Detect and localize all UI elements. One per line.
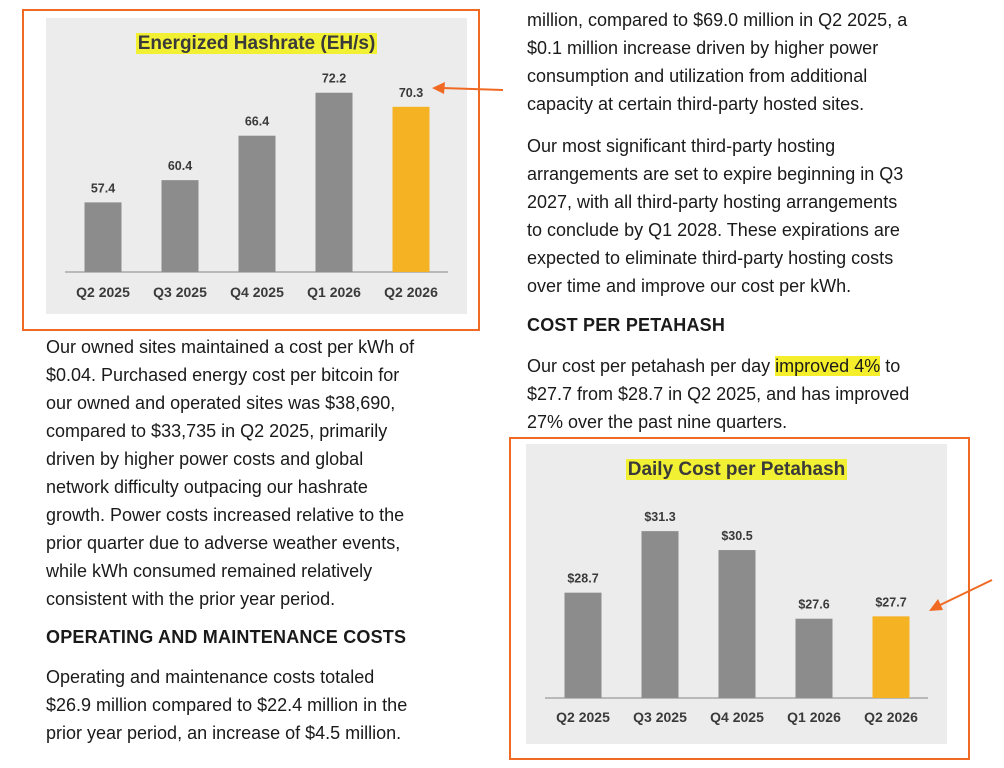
data-label: 72.2 xyxy=(322,72,346,86)
intro-paragraph: million, compared to $69.0 million in Q2… xyxy=(527,6,997,118)
bar xyxy=(84,202,122,272)
right-column: million, compared to $69.0 million in Q2… xyxy=(527,6,997,436)
hashrate-chart: 57.4 Q2 2025 60.4 Q3 2025 66.4 Q4 2025 72.2 Q1 … xyxy=(65,72,448,300)
category-label: Q1 2026 xyxy=(787,709,841,725)
cost-line: 27% over the past nine quarters. xyxy=(527,412,788,432)
cost-line-start: Our cost per petahash per day xyxy=(527,356,776,376)
data-label: 66.4 xyxy=(245,115,269,129)
petahash-chart: $28.7 Q2 2025 $31.3 Q3 2025 $30.5 Q4 2025 $27.… xyxy=(545,510,928,725)
left-column: Our owned sites maintained a cost per kW… xyxy=(46,333,486,747)
intro-line: capacity at certain third-party hosted s… xyxy=(527,94,865,114)
energy-line: network difficulty outpacing our hashrat… xyxy=(46,477,368,497)
data-label: $27.7 xyxy=(875,595,906,609)
bar xyxy=(641,531,679,698)
om-line: prior year period, an increase of $4.5 m… xyxy=(46,723,402,743)
energy-line: our owned and operated sites was $38,690… xyxy=(46,393,396,413)
bar xyxy=(238,135,276,272)
petahash-chart-title: Daily Cost per Petahash xyxy=(625,459,848,480)
category-label: Q3 2025 xyxy=(633,709,687,725)
category-label: Q2 2026 xyxy=(864,709,918,725)
category-label: Q4 2025 xyxy=(710,709,764,725)
category-label: Q4 2025 xyxy=(230,284,284,300)
improved-highlight: improved 4% xyxy=(775,356,881,376)
energy-line: driven by higher power costs and global xyxy=(46,449,364,469)
om-line: Operating and maintenance costs totaled xyxy=(46,667,375,687)
cost-line-end: to xyxy=(880,356,901,376)
bar xyxy=(564,592,602,698)
data-label: 70.3 xyxy=(399,86,423,100)
cost-paragraph: Our cost per petahash per day improved 4… xyxy=(527,352,997,436)
cost-line: $27.7 from $28.7 in Q2 2025, and has imp… xyxy=(527,384,910,404)
category-label: Q3 2025 xyxy=(153,284,207,300)
hosting-line: Our most significant third-party hosting xyxy=(527,136,836,156)
om-costs-heading: OPERATING AND MAINTENANCE COSTS xyxy=(46,627,407,647)
petahash-chart-panel: Daily Cost per Petahash $28.7 Q2 2025 $31.… xyxy=(526,444,947,744)
bar xyxy=(392,106,430,272)
bar xyxy=(718,550,756,698)
hashrate-chart-title: Energized Hashrate (EH/s) xyxy=(135,33,378,54)
data-label: 57.4 xyxy=(91,181,115,195)
hosting-line: expected to eliminate third-party hostin… xyxy=(527,248,894,268)
bar xyxy=(161,180,199,272)
hosting-line: over time and improve our cost per kWh. xyxy=(527,276,852,296)
energy-line: Our owned sites maintained a cost per kW… xyxy=(46,337,415,357)
category-label: Q2 2025 xyxy=(556,709,610,725)
category-label: Q1 2026 xyxy=(307,284,361,300)
data-label: $27.6 xyxy=(798,598,829,612)
category-label: Q2 2026 xyxy=(384,284,438,300)
energy-paragraph: Our owned sites maintained a cost per kW… xyxy=(46,333,486,613)
cost-per-petahash-heading: COST PER PETAHASH xyxy=(527,315,726,335)
bar xyxy=(872,616,910,698)
om-paragraph: Operating and maintenance costs totaled … xyxy=(46,663,486,747)
hosting-line: 2027, with all third-party hosting arran… xyxy=(527,192,898,212)
data-label: $30.5 xyxy=(721,529,752,543)
data-label: 60.4 xyxy=(168,159,192,173)
energy-line: growth. Power costs increased relative t… xyxy=(46,505,405,525)
energy-line: $0.04. Purchased energy cost per bitcoin… xyxy=(46,365,400,385)
hashrate-chart-panel: Energized Hashrate (EH/s) 57.4 Q2 2025 60.… xyxy=(46,18,467,314)
intro-line: consumption and utilization from additio… xyxy=(527,66,868,86)
om-line: $26.9 million compared to $22.4 million … xyxy=(46,695,408,715)
hosting-line: to conclude by Q1 2028. These expiration… xyxy=(527,220,900,240)
hosting-paragraph: Our most significant third-party hosting… xyxy=(527,132,997,300)
hashrate-chart-frame xyxy=(22,9,480,331)
energy-line: prior quarter due to adverse weather eve… xyxy=(46,533,401,553)
hosting-line: arrangements are set to expire beginning… xyxy=(527,164,904,184)
data-label: $31.3 xyxy=(644,510,675,524)
cost-line: Our cost per petahash per day improved 4… xyxy=(527,352,997,380)
bar xyxy=(795,618,833,698)
intro-line: $0.1 million increase driven by higher p… xyxy=(527,38,879,58)
energy-line: while kWh consumed remained relatively xyxy=(46,561,373,581)
intro-line: million, compared to $69.0 million in Q2… xyxy=(527,10,908,30)
energy-line: compared to $33,735 in Q2 2025, primaril… xyxy=(46,421,388,441)
category-label: Q2 2025 xyxy=(76,284,130,300)
bar xyxy=(315,92,353,272)
data-label: $28.7 xyxy=(567,572,598,586)
energy-line: consistent with the prior year period. xyxy=(46,589,336,609)
